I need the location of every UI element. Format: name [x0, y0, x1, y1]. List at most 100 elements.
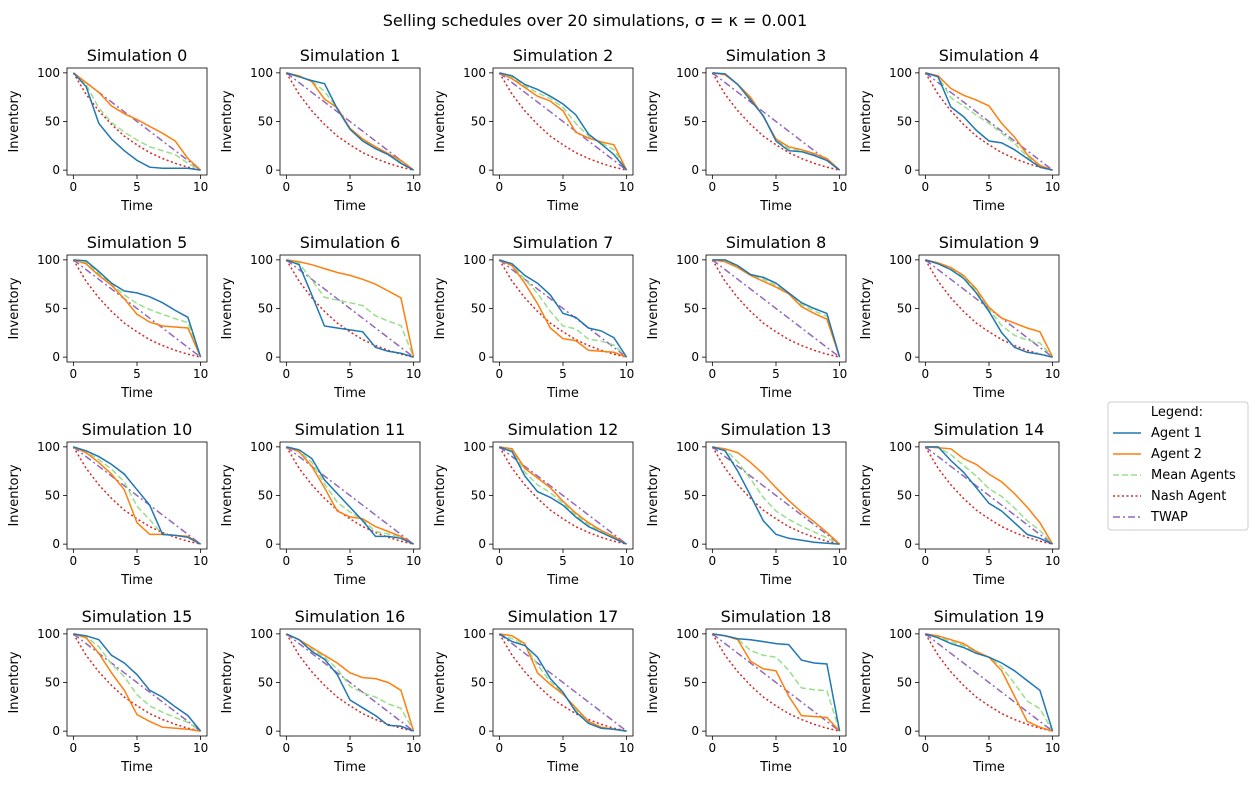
series-line-agent-1: [499, 633, 627, 732]
x-tick-label: 0: [709, 180, 717, 194]
series-line-nash-agent: [72, 633, 201, 732]
y-tick-label: 100: [250, 66, 273, 80]
series-line-twap: [924, 446, 1054, 545]
x-tick-label: 0: [70, 554, 78, 568]
series-line-agent-2: [499, 259, 627, 358]
series-line-agent-1: [72, 72, 201, 171]
y-tick-label: 100: [37, 440, 60, 454]
subplot-title: Simulation 1: [300, 46, 401, 65]
subplot-title: Simulation 16: [295, 607, 406, 626]
y-tick-label: 0: [265, 163, 273, 177]
x-tick-label: 5: [346, 180, 354, 194]
y-tick-label: 100: [889, 440, 912, 454]
legend-entry-label: Nash Agent: [1151, 489, 1226, 504]
series-line-agent-1: [712, 259, 841, 358]
x-tick-label: 0: [70, 367, 78, 381]
x-axis-label: Time: [120, 573, 153, 588]
series-line-nash-agent: [72, 259, 201, 358]
subplot-grid: Simulation 00 5 10050100TimeInventorySimul…: [7, 46, 1060, 775]
y-tick-label: 0: [478, 350, 486, 364]
x-tick-label: 0: [709, 741, 717, 755]
y-axis-label: Inventory: [646, 277, 661, 339]
y-tick-label: 0: [265, 350, 273, 364]
x-tick-label: 5: [559, 180, 567, 194]
series-line-mean-agents: [499, 259, 628, 358]
y-axis-label: Inventory: [859, 277, 874, 339]
series-line-mean-agents: [286, 633, 415, 732]
series-line-mean-agents: [72, 72, 201, 171]
y-tick-label: 50: [258, 302, 273, 316]
y-axis-label: Inventory: [646, 90, 661, 152]
series-line-agent-1: [925, 446, 1053, 545]
series-line-nash-agent: [924, 259, 1053, 358]
subplot-title: Simulation 14: [934, 420, 1045, 439]
x-tick-label: 10: [193, 554, 208, 568]
y-tick-label: 0: [52, 724, 60, 738]
y-axis-label: Inventory: [220, 90, 235, 152]
series-line-twap: [498, 633, 628, 732]
x-axis-label: Time: [546, 573, 579, 588]
x-axis-label: Time: [120, 386, 153, 401]
series-line-twap: [498, 72, 628, 171]
x-tick-label: 0: [283, 554, 291, 568]
x-tick-label: 5: [133, 741, 141, 755]
series-line-mean-agents: [286, 446, 414, 545]
y-tick-label: 50: [897, 676, 912, 690]
y-tick-label: 50: [684, 302, 699, 316]
y-axis-label: Inventory: [7, 464, 22, 526]
x-tick-label: 0: [922, 554, 930, 568]
series-line-agent-1: [286, 633, 414, 732]
legend-title: Legend:: [1151, 405, 1203, 420]
figure-title: Selling schedules over 20 simulations, σ…: [383, 11, 808, 30]
subplot-title: Simulation 8: [726, 233, 827, 252]
x-tick-label: 10: [619, 741, 634, 755]
subplot-title: Simulation 3: [726, 46, 827, 65]
x-tick-label: 0: [283, 741, 291, 755]
subplot-title: Simulation 7: [513, 233, 614, 252]
x-axis-label: Time: [546, 386, 579, 401]
x-axis-label: Time: [546, 199, 579, 214]
x-tick-label: 0: [70, 180, 78, 194]
x-tick-label: 10: [193, 180, 208, 194]
y-tick-label: 50: [471, 115, 486, 129]
y-tick-label: 50: [45, 489, 60, 503]
x-tick-label: 5: [559, 741, 567, 755]
series-line-agent-2: [712, 446, 841, 545]
y-axis-label: Inventory: [859, 651, 874, 713]
x-tick-label: 10: [832, 554, 847, 568]
series-line-agent-1: [286, 446, 414, 545]
y-tick-label: 0: [478, 163, 486, 177]
y-tick-label: 50: [45, 302, 60, 316]
y-tick-label: 50: [471, 676, 486, 690]
series-line-nash-agent: [924, 72, 1053, 171]
series-line-nash-agent: [711, 446, 840, 545]
x-tick-label: 10: [1045, 367, 1060, 381]
series-line-twap: [72, 259, 202, 358]
x-tick-label: 10: [406, 554, 421, 568]
x-tick-label: 10: [832, 180, 847, 194]
series-line-agent-1: [712, 446, 840, 545]
series-line-agent-2: [925, 72, 1053, 171]
series-line-agent-1: [73, 259, 202, 358]
legend-entry-label: TWAP: [1150, 510, 1188, 525]
series-line-nash-agent: [285, 72, 414, 171]
y-tick-label: 0: [265, 724, 273, 738]
y-axis-label: Inventory: [646, 651, 661, 713]
subplot-title: Simulation 10: [82, 420, 193, 439]
x-axis-label: Time: [972, 386, 1005, 401]
series-line-mean-agents: [286, 259, 415, 358]
x-tick-label: 5: [985, 367, 993, 381]
series-line-nash-agent: [924, 633, 1053, 732]
x-tick-label: 5: [772, 367, 780, 381]
y-axis-label: Inventory: [7, 651, 22, 713]
x-tick-label: 5: [346, 367, 354, 381]
